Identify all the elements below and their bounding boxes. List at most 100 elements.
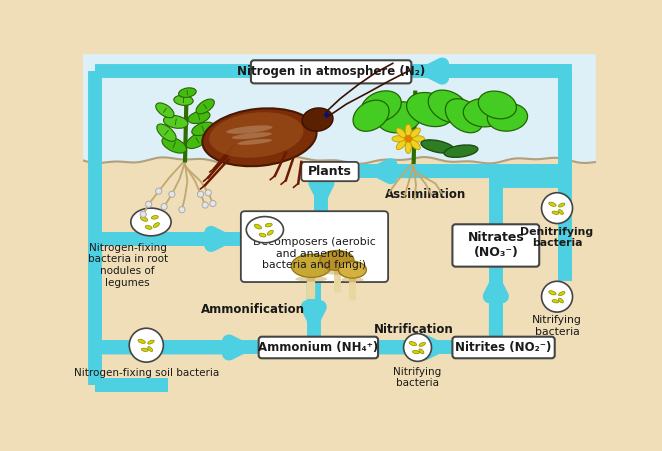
Circle shape	[205, 189, 211, 196]
Text: Nitrites (NO₂⁻): Nitrites (NO₂⁻)	[455, 341, 551, 354]
Ellipse shape	[238, 139, 272, 145]
Ellipse shape	[174, 95, 193, 106]
Circle shape	[140, 211, 146, 217]
Ellipse shape	[196, 99, 214, 114]
Ellipse shape	[188, 111, 210, 124]
Ellipse shape	[463, 98, 505, 127]
Ellipse shape	[179, 88, 196, 97]
Ellipse shape	[559, 210, 563, 214]
Text: Decomposers (aerobic
and anaerobic
bacteria and fungi): Decomposers (aerobic and anaerobic bacte…	[253, 237, 376, 270]
Ellipse shape	[164, 115, 188, 129]
Text: Nitrifying
bacteria: Nitrifying bacteria	[532, 315, 582, 337]
Ellipse shape	[410, 140, 420, 150]
Text: Ammonification: Ammonification	[201, 303, 305, 316]
Ellipse shape	[397, 140, 406, 150]
Circle shape	[156, 188, 162, 194]
Ellipse shape	[405, 141, 411, 153]
Ellipse shape	[406, 92, 453, 127]
Ellipse shape	[361, 91, 401, 122]
Ellipse shape	[148, 340, 154, 344]
Text: Assimilation: Assimilation	[385, 188, 466, 201]
Ellipse shape	[145, 226, 152, 229]
Ellipse shape	[412, 136, 424, 142]
Ellipse shape	[397, 128, 406, 138]
Text: Nitrifying
bacteria: Nitrifying bacteria	[393, 367, 442, 388]
FancyBboxPatch shape	[452, 224, 540, 267]
Ellipse shape	[226, 125, 273, 134]
Text: Nitrogen in atmosphere (N₂): Nitrogen in atmosphere (N₂)	[237, 65, 425, 78]
Ellipse shape	[342, 277, 363, 282]
Ellipse shape	[156, 103, 174, 118]
Ellipse shape	[267, 230, 273, 235]
Ellipse shape	[154, 223, 160, 227]
Text: Ammonium (NH₄⁺): Ammonium (NH₄⁺)	[258, 341, 379, 354]
Ellipse shape	[487, 103, 528, 131]
FancyBboxPatch shape	[251, 60, 411, 83]
Ellipse shape	[410, 128, 420, 138]
Text: Nitrogen-fixing soil bacteria: Nitrogen-fixing soil bacteria	[73, 368, 219, 377]
Ellipse shape	[552, 211, 559, 214]
Ellipse shape	[409, 341, 416, 346]
Ellipse shape	[246, 216, 283, 243]
Ellipse shape	[419, 349, 424, 354]
Circle shape	[169, 191, 175, 198]
Ellipse shape	[140, 216, 148, 221]
Ellipse shape	[392, 136, 404, 142]
FancyBboxPatch shape	[452, 337, 555, 358]
Ellipse shape	[446, 99, 483, 133]
Ellipse shape	[131, 208, 171, 236]
Circle shape	[542, 193, 573, 224]
Ellipse shape	[138, 339, 146, 343]
Ellipse shape	[265, 223, 272, 227]
Ellipse shape	[295, 276, 328, 282]
Ellipse shape	[148, 347, 153, 351]
Ellipse shape	[162, 137, 187, 153]
Text: Nitrates
(NO₃⁻): Nitrates (NO₃⁻)	[467, 231, 524, 259]
Circle shape	[542, 281, 573, 312]
Text: Plants: Plants	[308, 165, 352, 178]
Text: Denitrifying
bacteria: Denitrifying bacteria	[520, 226, 594, 248]
Ellipse shape	[559, 298, 563, 303]
Text: Nitrification: Nitrification	[373, 323, 453, 336]
Ellipse shape	[186, 132, 209, 148]
Ellipse shape	[444, 145, 478, 157]
Ellipse shape	[323, 269, 351, 275]
Text: Nitrogen-fixing
bacteria in root
nodules of
legumes: Nitrogen-fixing bacteria in root nodules…	[87, 243, 167, 288]
Ellipse shape	[338, 261, 366, 278]
Circle shape	[404, 334, 432, 361]
Ellipse shape	[254, 224, 261, 229]
Ellipse shape	[377, 101, 421, 133]
Ellipse shape	[421, 140, 454, 153]
Circle shape	[210, 200, 216, 207]
Circle shape	[161, 203, 167, 210]
Ellipse shape	[141, 348, 148, 351]
Circle shape	[324, 112, 330, 118]
Ellipse shape	[291, 254, 332, 277]
Ellipse shape	[192, 122, 214, 135]
Ellipse shape	[412, 350, 420, 354]
Ellipse shape	[302, 108, 333, 131]
FancyBboxPatch shape	[241, 211, 388, 282]
Ellipse shape	[152, 216, 158, 219]
Ellipse shape	[552, 299, 559, 303]
Ellipse shape	[209, 112, 303, 158]
Ellipse shape	[428, 90, 469, 123]
Ellipse shape	[478, 91, 516, 119]
Ellipse shape	[259, 233, 266, 237]
Ellipse shape	[203, 108, 316, 166]
Ellipse shape	[405, 124, 411, 137]
Circle shape	[202, 202, 209, 208]
Circle shape	[129, 328, 164, 362]
FancyBboxPatch shape	[259, 337, 378, 358]
Ellipse shape	[157, 124, 176, 141]
Circle shape	[179, 207, 185, 213]
Ellipse shape	[419, 342, 426, 346]
Ellipse shape	[549, 202, 556, 207]
Circle shape	[197, 191, 204, 198]
Ellipse shape	[549, 291, 556, 295]
Circle shape	[404, 135, 412, 143]
Ellipse shape	[559, 203, 565, 207]
Ellipse shape	[559, 291, 565, 295]
FancyBboxPatch shape	[301, 162, 359, 181]
Ellipse shape	[320, 250, 354, 271]
